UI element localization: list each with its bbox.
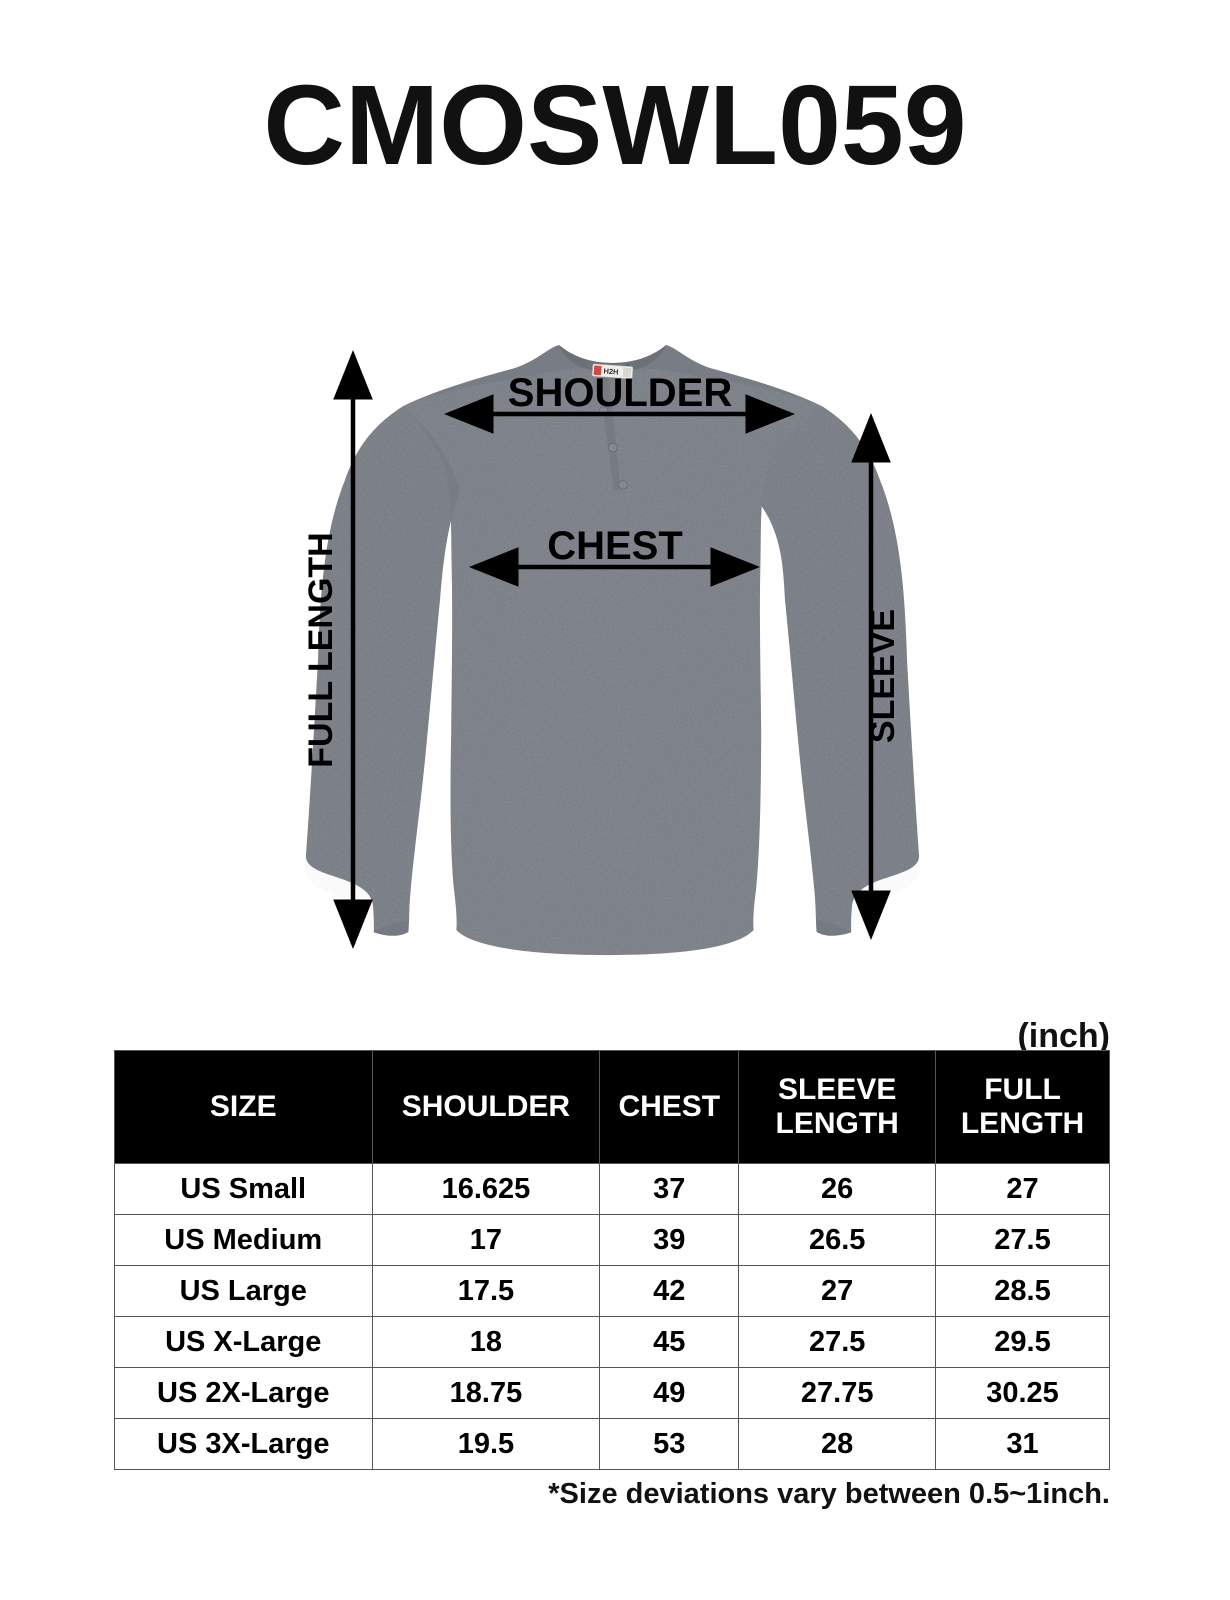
svg-text:FULL LENGTH: FULL LENGTH bbox=[302, 532, 340, 767]
svg-text:CHEST: CHEST bbox=[547, 524, 683, 568]
svg-text:SHOULDER: SHOULDER bbox=[508, 371, 733, 415]
svg-text:SLEEVE: SLEEVE bbox=[864, 609, 902, 743]
